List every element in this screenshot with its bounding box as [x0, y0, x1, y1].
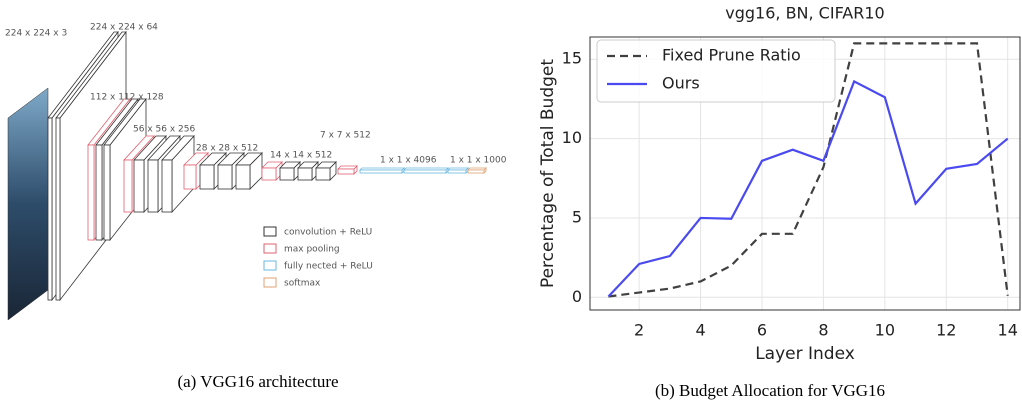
layer-front [200, 165, 214, 189]
legend-label: Fixed Prune Ratio [662, 46, 801, 65]
legend-label: fully nected + ReLU [284, 262, 373, 272]
x-tick-label: 14 [998, 321, 1018, 340]
caption-b: (b) Budget Allocation for VGG16 [655, 381, 885, 400]
layer-front [236, 165, 250, 189]
layer-front [184, 165, 196, 189]
layer-front [218, 165, 232, 189]
layer-front [262, 168, 276, 180]
legend-swatch [264, 244, 276, 253]
layer-front [56, 118, 60, 300]
layer-front [96, 145, 102, 240]
layer-label: 7 x 7 x 512 [320, 131, 371, 141]
x-tick-label: 12 [936, 321, 956, 340]
layer-label: 56 x 56 x 256 [133, 125, 195, 135]
x-axis-label: Layer Index [755, 344, 855, 364]
chart: 0 5 10 15 2 4 6 8 10 12 14 vgg16, BN, CIFAR10 Layer … [538, 4, 1020, 400]
x-tick-label: 8 [818, 321, 828, 340]
layer-front [448, 170, 466, 173]
layer-front [148, 160, 158, 212]
x-tick-label: 4 [695, 321, 705, 340]
layer-front [48, 118, 52, 300]
legend-label: max pooling [284, 245, 340, 255]
layer-label: 28 x 28 x 512 [196, 144, 258, 154]
layer-front [124, 160, 132, 212]
legend-label: convolution + ReLU [284, 228, 372, 238]
y-tick-label: 15 [562, 49, 582, 68]
y-tick-label: 10 [562, 128, 582, 147]
layer-front [104, 145, 110, 240]
layer-label: 1 x 1 x 1000 [450, 156, 507, 166]
layer-front [316, 168, 330, 180]
layer-front [280, 168, 294, 180]
layer-label: 112 x 112 x 128 [90, 93, 164, 103]
caption-a: (a) VGG16 architecture [177, 372, 338, 391]
x-tick-label: 10 [875, 321, 895, 340]
layer-front [134, 160, 144, 212]
layer-label: 224 x 224 x 3 [5, 29, 67, 39]
y-tick-label: 5 [572, 207, 582, 226]
layer-front [468, 170, 484, 173]
legend-swatch [264, 227, 276, 236]
layer-label: 1 x 1 x 4096 [380, 156, 437, 166]
x-tick-label: 2 [634, 321, 644, 340]
layer-label: 224 x 224 x 64 [90, 23, 158, 33]
vgg-diagram: 224 x 224 x 3 224 x 224 x 64 112 x 112 x 1… [5, 23, 507, 301]
y-tick-label: 0 [572, 287, 582, 306]
layer-front [88, 145, 94, 240]
figure: 224 x 224 x 3 224 x 224 x 64 112 x 112 x 1… [0, 0, 1022, 406]
legend-label: Ours [662, 74, 700, 93]
chart-title: vgg16, BN, CIFAR10 [725, 4, 884, 23]
layer-label: 14 x 14 x 512 [270, 151, 332, 161]
layer-front [360, 170, 402, 173]
x-tick-label: 6 [757, 321, 767, 340]
layer-front [298, 168, 312, 180]
layer-top [338, 166, 357, 169]
legend-swatch [264, 261, 276, 270]
layer-front [404, 170, 446, 173]
legend-swatch [264, 278, 276, 287]
layer-front [162, 160, 172, 212]
input-image [8, 88, 48, 320]
layer-front [338, 169, 354, 174]
legend-label: softmax [284, 279, 321, 289]
y-axis-label: Percentage of Total Budget [538, 59, 558, 288]
